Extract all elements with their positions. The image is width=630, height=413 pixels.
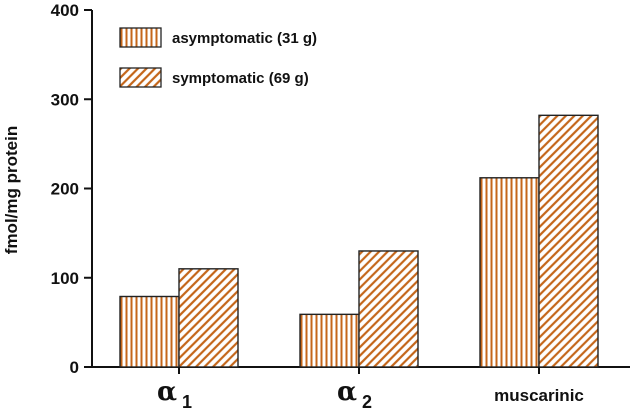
bar-symptomatic-0 [178, 268, 239, 368]
legend-swatch-asymptomatic [119, 27, 162, 48]
bar-asymptomatic-2 [479, 177, 540, 368]
x-category-label: α [157, 377, 177, 407]
legend-label-symptomatic: symptomatic (69 g) [172, 70, 309, 87]
y-tick-label: 300 [51, 90, 79, 109]
y-tick-label: 0 [70, 358, 79, 377]
y-tick-label: 100 [51, 269, 79, 288]
legend-swatch-symptomatic [119, 67, 162, 88]
bars [119, 114, 599, 368]
x-category-subscript: 1 [182, 392, 192, 412]
bar-asymptomatic-0 [119, 295, 180, 368]
y-ticks: 0 100 200 300 400 [51, 1, 92, 377]
bar-asymptomatic-1 [299, 313, 360, 368]
x-category-label: α [337, 377, 357, 407]
legend: asymptomatic (31 g) symptomatic (69 g) [119, 27, 317, 88]
y-tick-label: 400 [51, 1, 79, 20]
legend-label-asymptomatic: asymptomatic (31 g) [172, 30, 317, 47]
x-labels: α 1 α 2 muscarinic [157, 367, 584, 412]
bar-symptomatic-1 [358, 250, 419, 368]
y-tick-label: 200 [51, 180, 79, 199]
x-category-subscript: 2 [362, 392, 372, 412]
y-axis-title: fmol/mg protein [2, 126, 21, 254]
x-category-label: muscarinic [494, 386, 584, 405]
bar-symptomatic-2 [538, 114, 599, 368]
